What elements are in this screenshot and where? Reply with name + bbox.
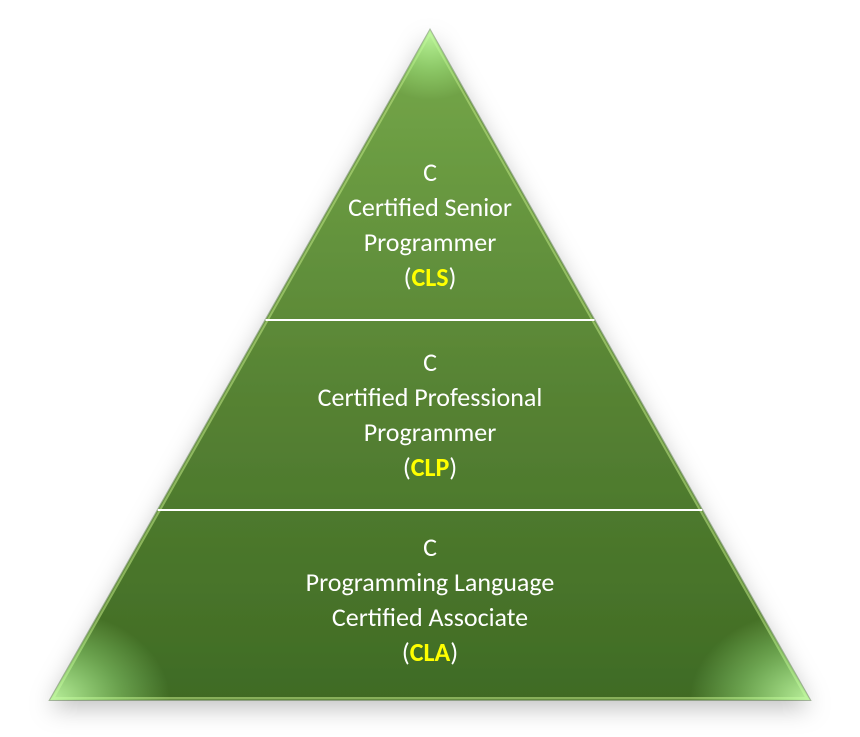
level-middle-code: (CLP) [0, 450, 860, 485]
level-bottom-code: (CLA) [0, 635, 860, 670]
level-top-code: (CLS) [0, 260, 860, 295]
level-top-line-3: Programmer [0, 225, 860, 260]
level-middle-line-2: Certified Professional [0, 380, 860, 415]
level-middle-line-3: Programmer [0, 415, 860, 450]
pyramid-diagram: C Certified Senior Programmer (CLS) C Ce… [0, 0, 860, 737]
level-bottom-line-1: C [0, 530, 860, 565]
pyramid-level-top: C Certified Senior Programmer (CLS) [0, 155, 860, 295]
pyramid-level-bottom: C Programming Language Certified Associa… [0, 530, 860, 670]
level-bottom-line-3: Certified Associate [0, 600, 860, 635]
level-top-line-2: Certified Senior [0, 190, 860, 225]
level-bottom-line-2: Programming Language [0, 565, 860, 600]
level-middle-line-1: C [0, 345, 860, 380]
pyramid-level-middle: C Certified Professional Programmer (CLP… [0, 345, 860, 485]
level-top-line-1: C [0, 155, 860, 190]
